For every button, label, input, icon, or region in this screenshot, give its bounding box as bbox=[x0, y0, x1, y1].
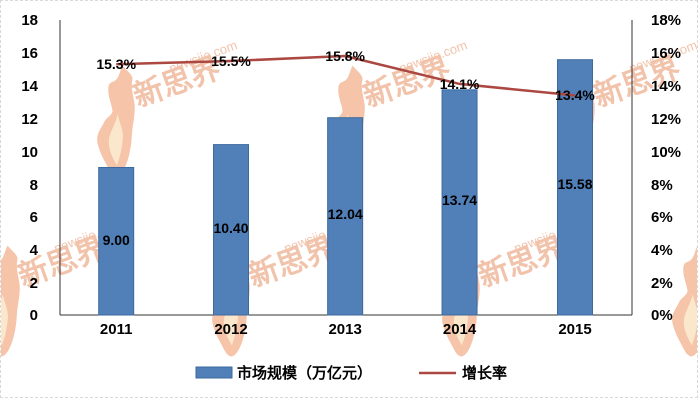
svg-text:2012: 2012 bbox=[214, 321, 247, 338]
svg-text:15.58: 15.58 bbox=[557, 176, 592, 192]
svg-text:13.4%: 13.4% bbox=[555, 87, 595, 103]
svg-text:10: 10 bbox=[21, 144, 38, 161]
svg-text:14: 14 bbox=[21, 78, 38, 95]
svg-text:2013: 2013 bbox=[328, 321, 361, 338]
svg-text:2015: 2015 bbox=[558, 321, 591, 338]
svg-text:市场规模（万亿元）: 市场规模（万亿元） bbox=[237, 364, 372, 382]
svg-text:16%: 16% bbox=[651, 45, 681, 62]
svg-text:14%: 14% bbox=[651, 78, 681, 95]
svg-text:2014: 2014 bbox=[443, 321, 477, 338]
svg-text:4: 4 bbox=[30, 242, 39, 259]
svg-text:2: 2 bbox=[30, 275, 38, 292]
svg-text:9.00: 9.00 bbox=[103, 232, 130, 248]
svg-text:15.3%: 15.3% bbox=[96, 56, 136, 72]
svg-text:4%: 4% bbox=[651, 242, 673, 259]
svg-text:6%: 6% bbox=[651, 209, 673, 226]
svg-text:0%: 0% bbox=[651, 307, 673, 324]
svg-text:2%: 2% bbox=[651, 275, 673, 292]
svg-text:8%: 8% bbox=[651, 177, 673, 194]
svg-text:18: 18 bbox=[21, 12, 38, 29]
svg-text:12: 12 bbox=[21, 111, 38, 128]
svg-text:12.04: 12.04 bbox=[328, 206, 363, 222]
svg-text:13.74: 13.74 bbox=[442, 192, 477, 208]
svg-text:2011: 2011 bbox=[100, 321, 133, 338]
svg-text:16: 16 bbox=[21, 45, 38, 62]
svg-text:15.5%: 15.5% bbox=[211, 53, 251, 69]
svg-text:18%: 18% bbox=[651, 12, 681, 29]
svg-text:10%: 10% bbox=[651, 144, 681, 161]
svg-text:15.8%: 15.8% bbox=[325, 48, 365, 64]
svg-text:10.40: 10.40 bbox=[213, 220, 248, 236]
svg-text:0: 0 bbox=[30, 307, 38, 324]
svg-text:6: 6 bbox=[30, 209, 38, 226]
svg-text:增长率: 增长率 bbox=[462, 364, 507, 382]
svg-text:12%: 12% bbox=[651, 111, 681, 128]
svg-text:14.1%: 14.1% bbox=[440, 76, 480, 92]
svg-text:8: 8 bbox=[30, 177, 38, 194]
